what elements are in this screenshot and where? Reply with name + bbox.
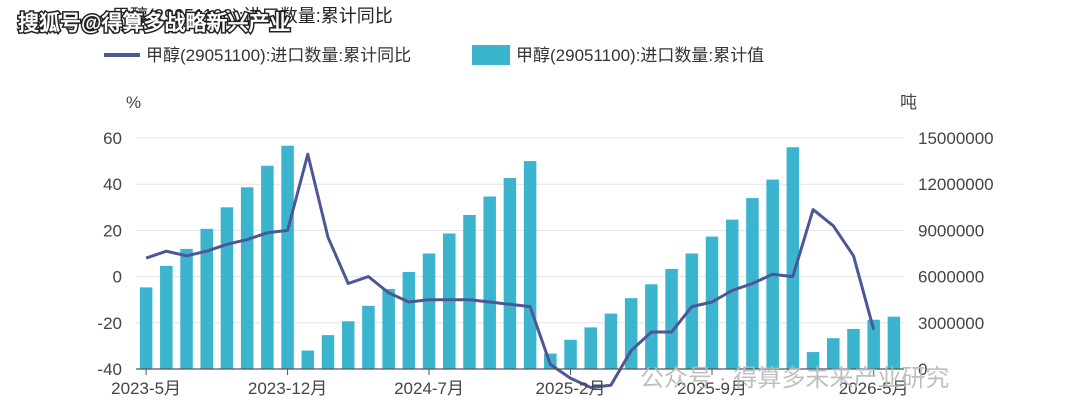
chart-title: 甲醇(29051100):进口数量:累计同比 (112, 6, 393, 26)
bar (160, 265, 173, 369)
left-tick-label: 40 (103, 175, 122, 194)
legend-bar-label: 甲醇(29051100):进口数量:累计值 (516, 46, 764, 65)
bar-series (139, 145, 901, 369)
bar (867, 319, 880, 369)
left-tick-label: 0 (113, 268, 122, 287)
left-tick-label: 20 (103, 221, 122, 240)
bar (442, 233, 456, 369)
x-tick-label: 2025-9月 (677, 379, 747, 398)
bar (240, 187, 254, 369)
x-tick-label: 2023-5月 (111, 379, 181, 398)
left-axis-unit: % (126, 93, 141, 112)
right-tick-label: 3000000 (918, 314, 984, 333)
left-tick-label: -20 (97, 314, 122, 333)
top-watermark: 搜狐号@得算多战略新兴产业 (18, 11, 290, 35)
bar (584, 327, 598, 369)
bar (523, 161, 537, 369)
bar (725, 219, 739, 369)
bar (301, 350, 315, 369)
line-series (145, 152, 876, 389)
bar (422, 253, 436, 369)
bar (463, 215, 476, 369)
bar (503, 178, 517, 369)
bar (483, 196, 496, 369)
bar (645, 284, 658, 369)
x-tick-label: 2025-2月 (536, 379, 606, 398)
bar (180, 248, 193, 369)
right-tick-label: 15000000 (918, 129, 994, 148)
x-tick-label: 2026-5月 (839, 379, 909, 398)
bar (826, 338, 840, 369)
left-tick-label: -40 (97, 360, 122, 379)
bar (220, 207, 234, 369)
bar (624, 298, 638, 369)
bar (362, 305, 375, 369)
bar (806, 352, 820, 369)
right-tick-label: 0 (918, 360, 927, 379)
bar (261, 165, 274, 369)
x-tick-label: 2024-7月 (394, 379, 464, 398)
bar (382, 288, 395, 369)
left-tick-label: 60 (103, 129, 122, 148)
legend-bar-swatch (472, 45, 510, 65)
bar (200, 228, 214, 369)
bar (139, 287, 153, 369)
legend-line-label: 甲醇(29051100):进口数量:累计同比 (146, 46, 411, 65)
axes: -40 -20 0 20 40 60 0 3000000 6000000 9000000 12000… (97, 129, 993, 398)
bottom-watermark: 公众号 · 得算多未来产业研究 (640, 365, 949, 392)
x-tick-label: 2023-12月 (248, 379, 327, 398)
series-line (145, 152, 876, 389)
bar (564, 339, 577, 369)
legend: 甲醇(29051100):进口数量:累计同比 甲醇(29051100):进口数量… (104, 45, 764, 65)
bar (665, 268, 678, 369)
bar (281, 145, 294, 369)
bar (604, 313, 618, 369)
right-tick-label: 9000000 (918, 221, 984, 240)
bar (341, 321, 355, 369)
bar (402, 271, 416, 369)
right-tick-label: 12000000 (918, 175, 994, 194)
right-axis-unit: 吨 (900, 93, 917, 112)
bar (685, 253, 699, 369)
right-tick-label: 6000000 (918, 268, 984, 287)
bar (887, 316, 901, 369)
bar (321, 335, 335, 369)
bar (847, 328, 860, 369)
bar (786, 147, 800, 369)
